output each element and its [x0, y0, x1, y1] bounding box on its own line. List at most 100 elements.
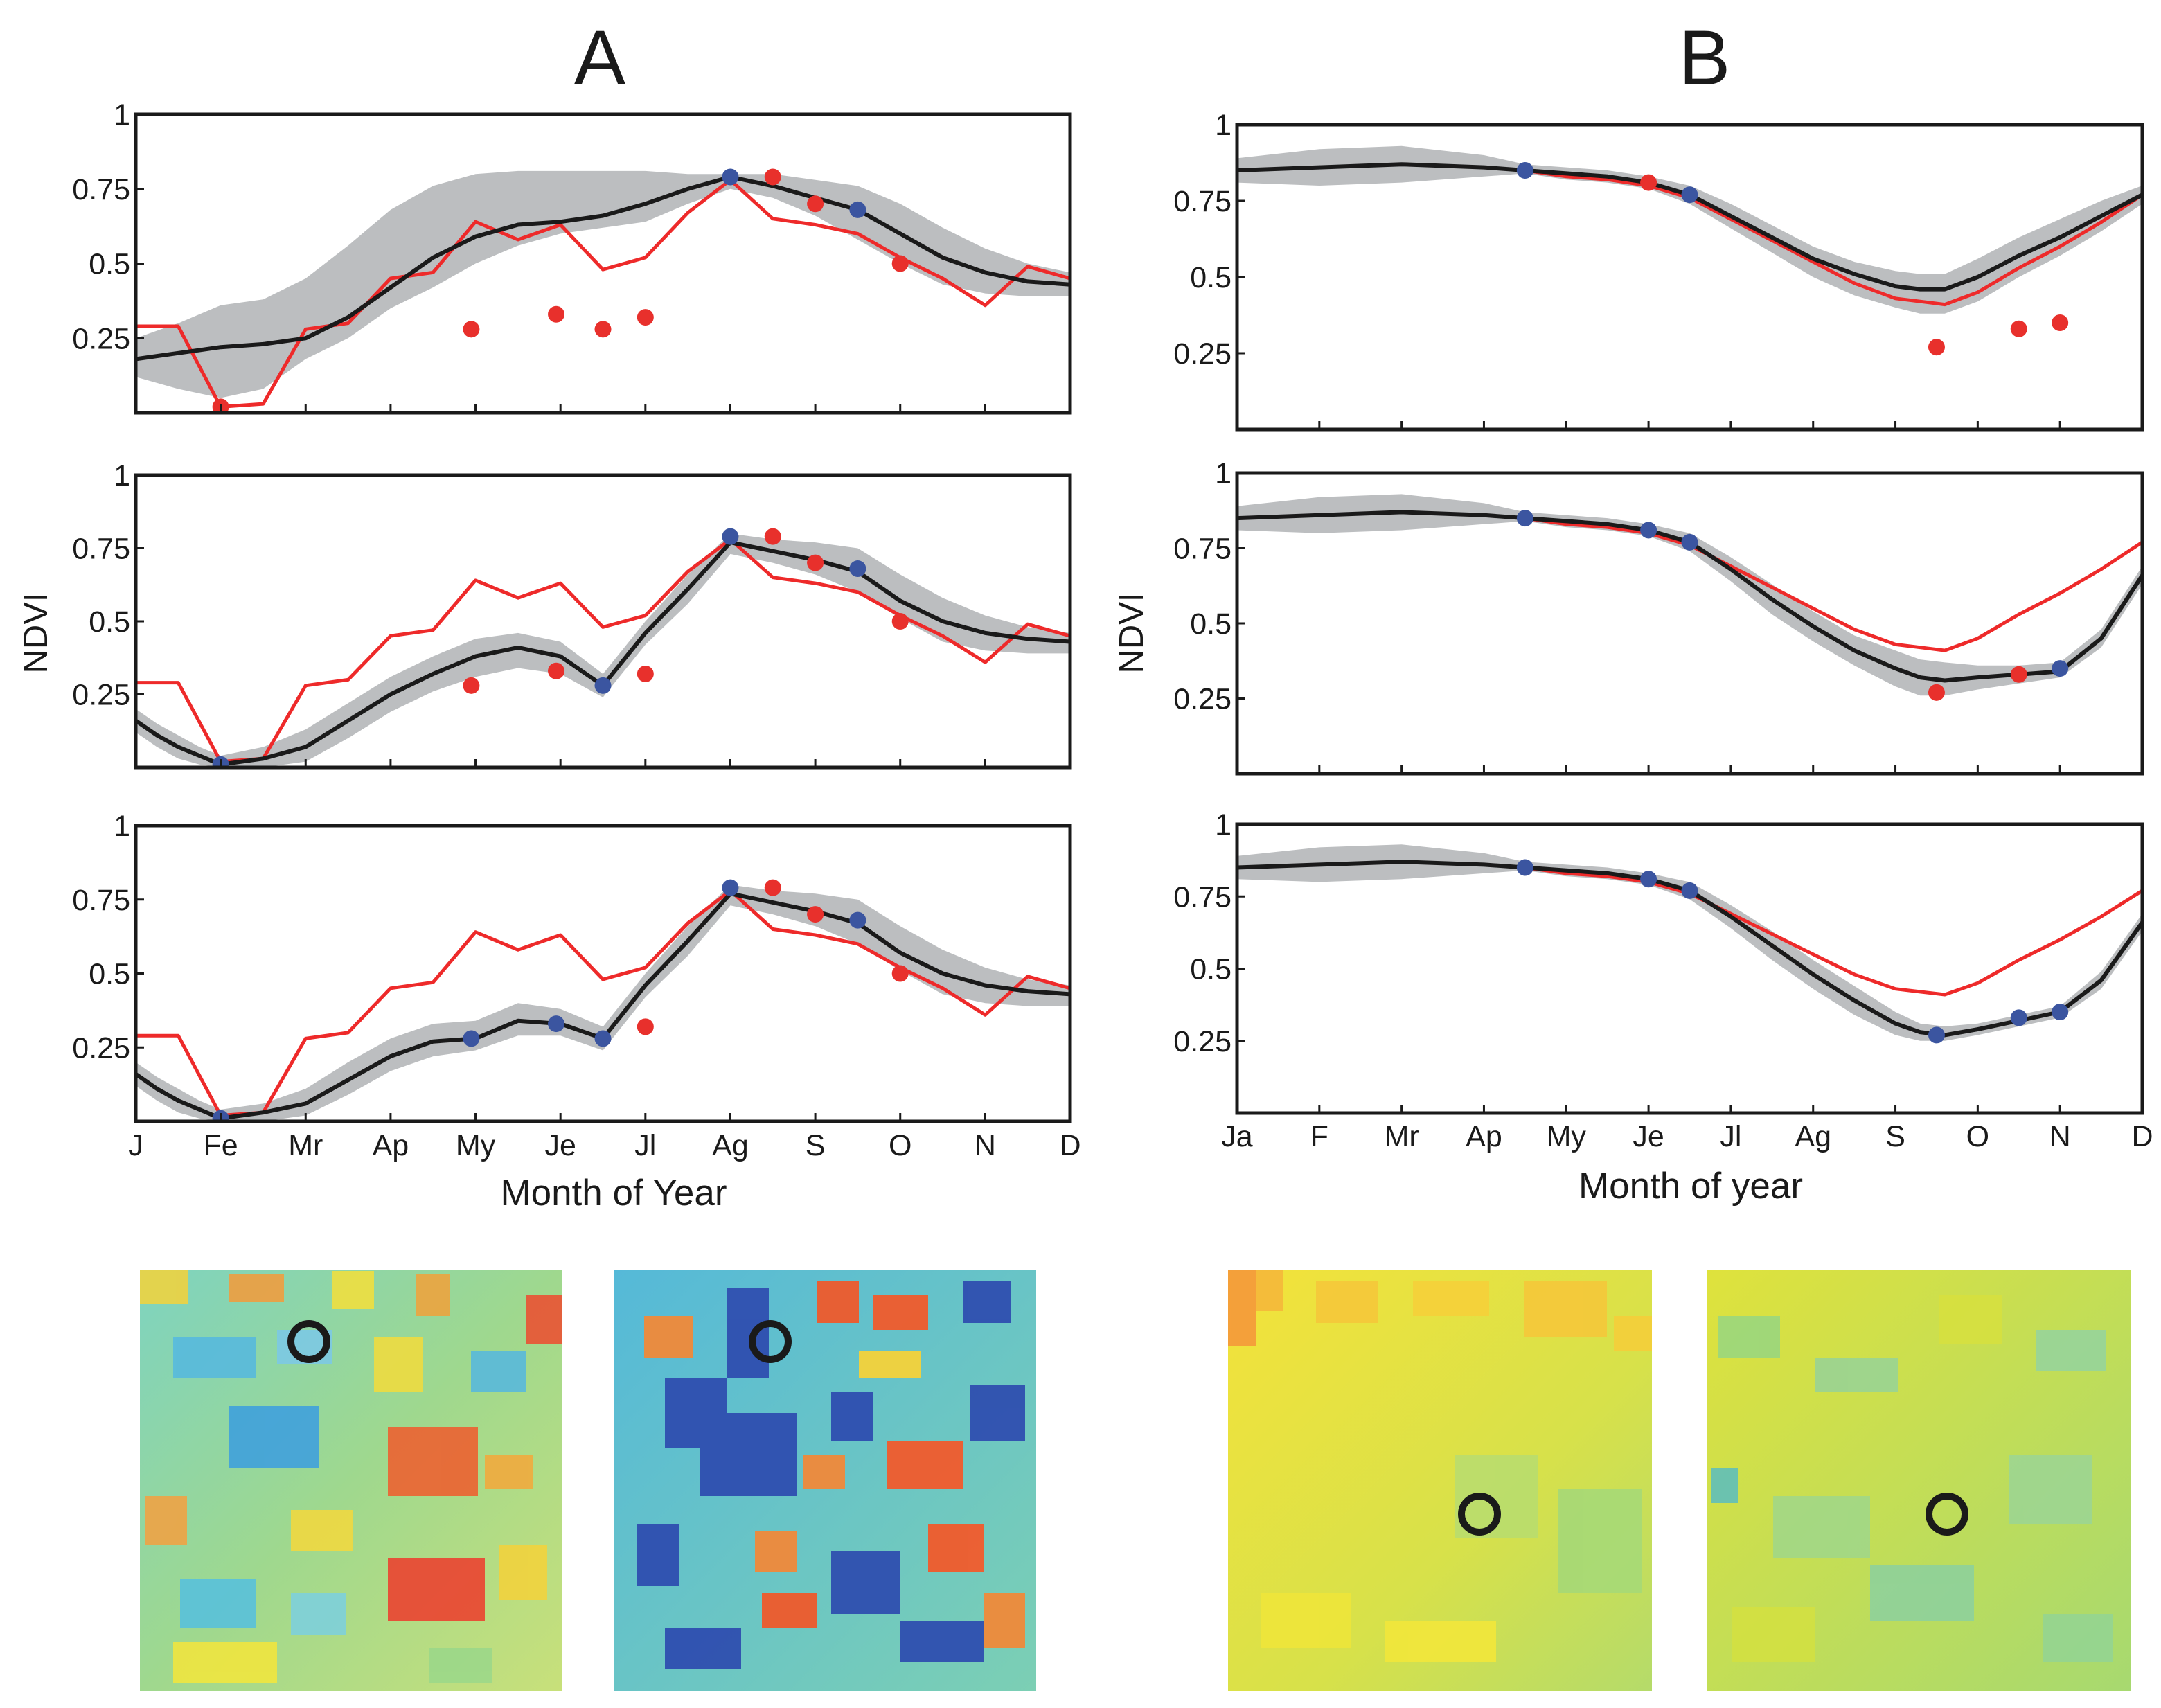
chart-b3-xtick-label-6: Jl [1720, 1120, 1741, 1153]
chart-a3-xtick-label-8: S [806, 1129, 826, 1162]
chart-b2-ytick-label-3: 0.25 [1173, 683, 1231, 716]
chart-b3-xtick-label-7: Ag [1795, 1120, 1831, 1153]
chart-b3-ytick-label-0: 1 [1215, 808, 1231, 842]
chart-a2-model-line [136, 540, 1070, 767]
chart-b3-fitted-point-3 [1928, 1026, 1945, 1044]
chart-a2-observed-point-0 [463, 677, 480, 694]
chart-a3-fitted-point-4 [722, 879, 739, 896]
chart-a3-ytick-label-0: 1 [114, 810, 130, 843]
chart-b3-xtick-label-8: S [1885, 1120, 1905, 1153]
chart-a1-ytick-label-0: 1 [114, 98, 130, 132]
chart-a3-observed-point-3 [891, 965, 909, 982]
chart-b3-xtick-label-9: O [1966, 1120, 1989, 1153]
chart-b3-xtick-label-3: Ap [1466, 1120, 1502, 1153]
chart-b2-fitted-point-2 [1681, 533, 1698, 551]
chart-b1-ytick-label-3: 0.25 [1173, 337, 1231, 371]
chart-b3-fitted-point-1 [1640, 871, 1657, 888]
chart-b3-xtick-label-11: D [2131, 1120, 2153, 1153]
chart-a1: 1 0.75 0.5 0.25 [72, 98, 1072, 415]
chart-b3-observed-line [1237, 860, 2142, 997]
chart-a3-xtick-label-7: Ag [712, 1129, 749, 1162]
chart-b3-ytick-label-2: 0.5 [1190, 953, 1231, 986]
map-a-coarse [140, 1270, 562, 1691]
chart-b3-xtick-label-4: My [1547, 1120, 1587, 1153]
chart-b1-ytick-label-0: 1 [1215, 109, 1231, 142]
chart-b1-fitted-point-1 [1681, 186, 1698, 204]
chart-a1-ytick-label-2: 0.5 [89, 248, 130, 281]
chart-b2-ytick-label-2: 0.5 [1190, 607, 1231, 641]
chart-a1-ytick-label-3: 0.25 [72, 322, 130, 355]
chart-a2-fitted-point-3 [849, 560, 866, 578]
chart-a1-observed-point-2 [548, 305, 565, 323]
chart-b3-fitted-point-0 [1516, 859, 1533, 876]
chart-b3-xtick-label-2: Mr [1385, 1120, 1419, 1153]
chart-a1-fitted-point-0 [722, 168, 739, 186]
chart-a3-fitted-point-2 [548, 1015, 565, 1033]
chart-a2-observed-point-5 [891, 613, 909, 630]
chart-b2-observed-point-1 [2010, 666, 2027, 683]
map-a-coarse-marker [287, 1320, 330, 1363]
chart-a2-ytick-label-2: 0.5 [89, 605, 130, 639]
chart-b1-fitted-point-0 [1516, 162, 1533, 179]
chart-b2-observed-line [1237, 510, 2142, 652]
chart-b2-fitted-point-0 [1516, 510, 1533, 527]
chart-b1-ytick-label-1: 0.75 [1173, 185, 1231, 218]
chart-b1-ytick-label-2: 0.5 [1190, 261, 1231, 294]
chart-a1-plot-area [136, 168, 1070, 413]
chart-a2-observed-point-1 [548, 662, 565, 679]
chart-b3-plot-area [1237, 844, 2142, 1044]
chart-a3-model-line [136, 891, 1070, 1121]
chart-a1-observed-point-6 [807, 195, 824, 213]
chart-a3: 1 0.75 0.5 0.25 J Fe Mr Ap My Je Jl Ag S O N D [72, 810, 1080, 1162]
x-axis-label-a: Month of Year [500, 1173, 727, 1213]
charts-layer: 1 0.75 0.5 0.25 1 0.75 0.5 0.25 1 0.75 0.5 0.25 J Fe M… [72, 98, 2153, 1162]
chart-b2-observed-point-0 [1928, 684, 1945, 701]
chart-a3-xtick-label-6: Jl [634, 1129, 656, 1162]
chart-a2-plot-area [136, 528, 1070, 767]
chart-b3-fitted-point-5 [2052, 1004, 2069, 1021]
chart-b3-fitted-point-2 [1681, 882, 1698, 899]
chart-b2: 1 0.75 0.5 0.25 [1173, 457, 2144, 776]
chart-b2-fitted-point-1 [1640, 522, 1657, 539]
chart-b3-xtick-label-10: N [2049, 1120, 2071, 1153]
map-b-fine [1707, 1270, 2131, 1691]
chart-a1-envelope [136, 170, 1070, 398]
panel-title-a: A [574, 15, 626, 101]
chart-a3-ytick-label-2: 0.5 [89, 958, 130, 991]
chart-a1-observed-point-5 [764, 168, 781, 186]
chart-a2-ytick-label-0: 1 [114, 459, 130, 492]
chart-a2: 1 0.75 0.5 0.25 [72, 459, 1072, 770]
chart-a3-fitted-point-3 [594, 1030, 612, 1047]
chart-a3-observed-point-1 [764, 879, 781, 896]
chart-a1-observed-point-1 [463, 321, 480, 338]
chart-a3-observed-line [136, 889, 1070, 1117]
chart-a3-xtick-label-1: Fe [204, 1129, 238, 1162]
chart-a2-fitted-point-2 [722, 528, 739, 545]
map-b-coarse [1228, 1270, 1652, 1691]
chart-a1-model-line [136, 175, 1070, 362]
chart-a1-observed-point-7 [891, 255, 909, 272]
chart-b3-xtick-label-0: Ja [1221, 1120, 1253, 1153]
chart-b3: 1 0.75 0.5 0.25 Ja F Mr Ap My Je Jl Ag S O N D [1173, 808, 2153, 1153]
chart-a2-envelope [136, 533, 1070, 767]
chart-a1-observed-point-4 [637, 309, 654, 326]
chart-b3-ytick-label-1: 0.75 [1173, 880, 1231, 914]
chart-a3-xtick-label-9: O [889, 1129, 911, 1162]
chart-a2-observed-point-4 [807, 554, 824, 571]
chart-a3-ytick-label-3: 0.25 [72, 1031, 130, 1065]
y-axis-label-b: NDVI [1113, 592, 1150, 673]
chart-a3-fitted-point-1 [463, 1030, 480, 1047]
chart-a1-ytick-label-1: 0.75 [72, 173, 130, 206]
chart-a2-observed-line [136, 537, 1070, 764]
chart-b1-envelope [1237, 145, 2142, 314]
chart-a3-ytick-label-1: 0.75 [72, 884, 130, 917]
chart-b3-xtick-label-5: Je [1633, 1120, 1664, 1153]
chart-a3-observed-point-2 [807, 906, 824, 923]
chart-a3-xtick-label-5: Je [544, 1129, 576, 1162]
chart-b3-model-line [1237, 860, 2142, 1038]
chart-b2-fitted-point-3 [2052, 660, 2069, 677]
chart-b2-ytick-label-0: 1 [1215, 457, 1231, 490]
chart-b2-ytick-label-1: 0.75 [1173, 533, 1231, 566]
chart-b3-ytick-label-3: 0.25 [1173, 1025, 1231, 1058]
